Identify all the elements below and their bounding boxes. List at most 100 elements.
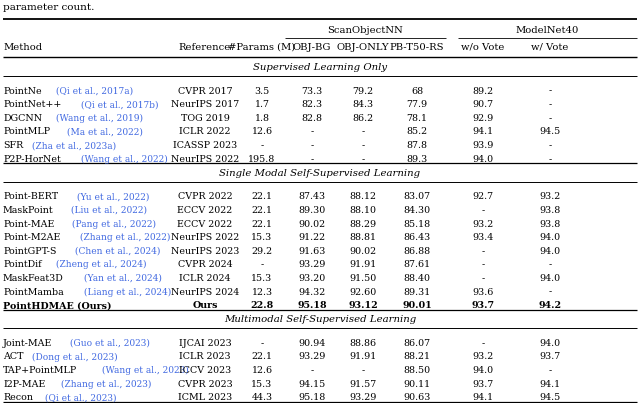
Text: 95.18: 95.18 <box>297 301 327 310</box>
Text: 86.43: 86.43 <box>403 233 431 242</box>
Text: 93.29: 93.29 <box>298 353 326 361</box>
Text: 93.7: 93.7 <box>540 353 561 361</box>
Text: 88.10: 88.10 <box>349 206 376 215</box>
Text: 87.43: 87.43 <box>298 192 326 202</box>
Text: 88.40: 88.40 <box>403 274 431 283</box>
Text: Recon: Recon <box>3 393 33 402</box>
Text: 86.07: 86.07 <box>403 339 431 348</box>
Text: -: - <box>548 141 552 150</box>
Text: 89.31: 89.31 <box>403 288 431 297</box>
Text: 92.9: 92.9 <box>472 114 493 123</box>
Text: 88.21: 88.21 <box>403 353 431 361</box>
Text: NeurIPS 2022: NeurIPS 2022 <box>171 233 239 242</box>
Text: 90.02: 90.02 <box>298 220 326 229</box>
Text: (Qi et al., 2017a): (Qi et al., 2017a) <box>53 87 133 96</box>
Text: 90.01: 90.01 <box>402 301 432 310</box>
Text: -: - <box>481 339 484 348</box>
Text: 22.1: 22.1 <box>252 192 273 202</box>
Text: -: - <box>310 141 314 150</box>
Text: 88.50: 88.50 <box>403 366 431 375</box>
Text: -: - <box>260 339 264 348</box>
Text: #Params (M): #Params (M) <box>228 42 296 52</box>
Text: PointNet++: PointNet++ <box>3 100 61 109</box>
Text: TOG 2019: TOG 2019 <box>180 114 229 123</box>
Text: 15.3: 15.3 <box>252 233 273 242</box>
Text: 90.11: 90.11 <box>403 380 431 389</box>
Text: PointNe: PointNe <box>3 87 42 96</box>
Text: NeurIPS 2022: NeurIPS 2022 <box>171 155 239 164</box>
Text: DGCNN: DGCNN <box>3 114 42 123</box>
Text: 15.3: 15.3 <box>252 274 273 283</box>
Text: 93.29: 93.29 <box>298 260 326 269</box>
Text: 85.2: 85.2 <box>406 127 428 137</box>
Text: (Wang et al., 2022): (Wang et al., 2022) <box>77 155 167 164</box>
Text: 87.61: 87.61 <box>403 260 431 269</box>
Text: ICLR 2023: ICLR 2023 <box>179 353 231 361</box>
Text: Joint-MAE: Joint-MAE <box>3 339 52 348</box>
Text: 12.3: 12.3 <box>252 288 273 297</box>
Text: 95.18: 95.18 <box>298 393 326 402</box>
Text: 12.6: 12.6 <box>252 366 273 375</box>
Text: PointMamba: PointMamba <box>3 288 64 297</box>
Text: -: - <box>548 100 552 109</box>
Text: 83.07: 83.07 <box>403 192 431 202</box>
Text: 93.12: 93.12 <box>348 301 378 310</box>
Text: 93.6: 93.6 <box>472 288 493 297</box>
Text: CVPR 2023: CVPR 2023 <box>178 380 232 389</box>
Text: OBJ-ONLY: OBJ-ONLY <box>337 42 389 52</box>
Text: 91.57: 91.57 <box>349 380 376 389</box>
Text: 29.2: 29.2 <box>252 247 273 256</box>
Text: parameter count.: parameter count. <box>3 3 94 12</box>
Text: NeurIPS 2017: NeurIPS 2017 <box>171 100 239 109</box>
Text: (Liu et al., 2022): (Liu et al., 2022) <box>68 206 147 215</box>
Text: 91.91: 91.91 <box>349 353 376 361</box>
Text: w/ Vote: w/ Vote <box>531 42 569 52</box>
Text: 22.1: 22.1 <box>252 353 273 361</box>
Text: ICLR 2022: ICLR 2022 <box>179 127 231 137</box>
Text: -: - <box>548 366 552 375</box>
Text: (Chen et al., 2024): (Chen et al., 2024) <box>72 247 161 256</box>
Text: 77.9: 77.9 <box>406 100 428 109</box>
Text: 85.18: 85.18 <box>403 220 431 229</box>
Text: Point-BERT: Point-BERT <box>3 192 58 202</box>
Text: 90.7: 90.7 <box>472 100 493 109</box>
Text: 15.3: 15.3 <box>252 380 273 389</box>
Text: 86.2: 86.2 <box>353 114 374 123</box>
Text: 93.7: 93.7 <box>472 380 493 389</box>
Text: -: - <box>310 366 314 375</box>
Text: ScanObjectNN: ScanObjectNN <box>328 26 403 35</box>
Text: 94.2: 94.2 <box>538 301 561 310</box>
Text: (Zha et al., 2023a): (Zha et al., 2023a) <box>29 141 116 150</box>
Text: (Zhang et al., 2022): (Zhang et al., 2022) <box>77 233 170 242</box>
Text: 88.29: 88.29 <box>349 220 376 229</box>
Text: (Dong et al., 2023): (Dong et al., 2023) <box>29 352 118 361</box>
Text: -: - <box>362 155 365 164</box>
Text: (Pang et al., 2022): (Pang et al., 2022) <box>69 220 156 229</box>
Text: 44.3: 44.3 <box>252 393 273 402</box>
Text: IJCAI 2023: IJCAI 2023 <box>179 339 232 348</box>
Text: 92.7: 92.7 <box>472 192 493 202</box>
Text: -: - <box>481 206 484 215</box>
Text: ICCV 2023: ICCV 2023 <box>179 366 231 375</box>
Text: ICML 2023: ICML 2023 <box>178 393 232 402</box>
Text: 84.3: 84.3 <box>353 100 374 109</box>
Text: 1.7: 1.7 <box>255 100 269 109</box>
Text: 94.5: 94.5 <box>540 393 561 402</box>
Text: 92.60: 92.60 <box>349 288 376 297</box>
Text: 91.91: 91.91 <box>349 260 376 269</box>
Text: 93.2: 93.2 <box>472 220 493 229</box>
Text: 94.1: 94.1 <box>540 380 561 389</box>
Text: 94.15: 94.15 <box>298 380 326 389</box>
Text: ICASSP 2023: ICASSP 2023 <box>173 141 237 150</box>
Text: 87.8: 87.8 <box>406 141 428 150</box>
Text: 94.0: 94.0 <box>472 366 493 375</box>
Text: 89.30: 89.30 <box>298 206 326 215</box>
Text: 94.5: 94.5 <box>540 127 561 137</box>
Text: ECCV 2022: ECCV 2022 <box>177 220 232 229</box>
Text: 78.1: 78.1 <box>406 114 428 123</box>
Text: Point-MAE: Point-MAE <box>3 220 54 229</box>
Text: 93.2: 93.2 <box>540 192 561 202</box>
Text: 82.8: 82.8 <box>301 114 323 123</box>
Text: 94.0: 94.0 <box>540 274 561 283</box>
Text: Method: Method <box>3 42 42 52</box>
